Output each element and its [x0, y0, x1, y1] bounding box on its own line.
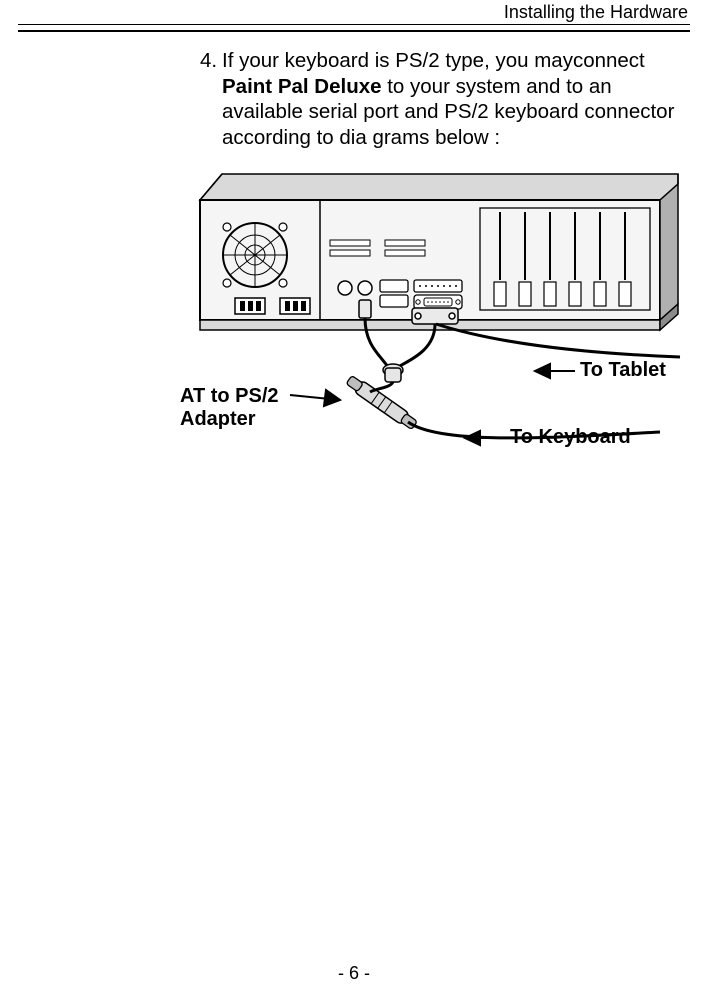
header-rule-top: [18, 24, 690, 25]
header-title: Installing the Hardware: [504, 2, 688, 23]
label-adapter: AT to PS/2 Adapter: [180, 385, 279, 431]
step-bold2: Pal Deluxe: [278, 75, 382, 98]
page: Installing the Hardware 4.If your keyboa…: [0, 0, 708, 994]
diagram: To Tablet AT to PS/2 Adapter To Keyboard: [180, 170, 690, 470]
step-text: 4.If your keyboard is PS/2 type, you may…: [200, 48, 688, 151]
step-bold1: Paint: [222, 75, 272, 98]
step-nospace: connect: [573, 49, 645, 72]
step-pre: If your keyboard is PS/2 type, you may: [222, 49, 573, 72]
header-rule-bottom: [18, 30, 690, 32]
step-body: If your keyboard is PS/2 type, you mayco…: [222, 48, 684, 151]
label-to-tablet: To Tablet: [580, 359, 666, 382]
step-end: grams below :: [372, 126, 500, 149]
page-number: - 6 -: [0, 963, 708, 984]
label-adapter-line2: Adapter: [180, 408, 256, 430]
label-to-keyboard: To Keyboard: [510, 426, 631, 449]
label-adapter-line1: AT to PS/2: [180, 385, 279, 407]
step-number: 4.: [200, 48, 222, 74]
